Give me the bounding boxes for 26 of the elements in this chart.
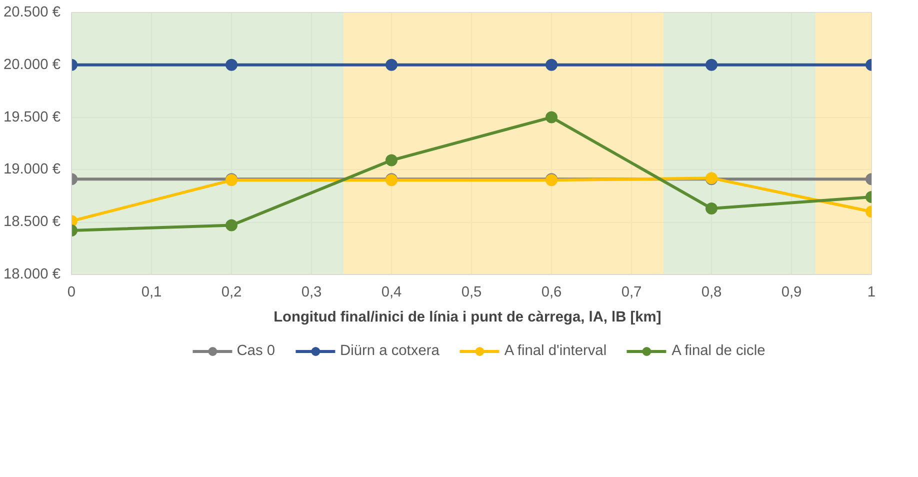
y-tick-label: 19.000 €: [3, 162, 61, 178]
x-tick-label: 0,9: [781, 284, 802, 300]
x-tick-label: 1: [867, 284, 876, 300]
x-tick-label: 0,3: [301, 284, 322, 300]
y-tick-label: 19.500 €: [3, 109, 61, 126]
x-tick-label: 0,6: [541, 284, 562, 300]
x-tick-label: 0,5: [461, 284, 482, 300]
y-tick-label: 18.000 €: [3, 266, 61, 282]
x-tick-label: 0,1: [141, 284, 162, 300]
y-tick-label: 20.000 €: [3, 56, 61, 73]
x-tick-label: 0: [67, 284, 76, 300]
point: [386, 154, 398, 166]
legend-label: A final d'interval: [504, 342, 607, 358]
x-tick-label: 0,7: [621, 284, 642, 300]
legend-label: A final de cicle: [672, 342, 766, 358]
point: [546, 58, 558, 71]
x-tick-label: 0,4: [381, 284, 402, 300]
legend-label: Diürn a cotxera: [340, 342, 440, 358]
point: [386, 58, 398, 71]
legend-label: Cas 0: [236, 342, 275, 358]
x-tick-label: 0,8: [701, 284, 722, 300]
x-axis-title: Longitud final/inici de línia i punt de càrrega, lA, lB [km]: [274, 310, 662, 326]
point: [546, 111, 558, 124]
y-tick-label: 20.500 €: [3, 4, 61, 20]
x-tick-label: 0,2: [221, 284, 242, 300]
y-tick-label: 18.500 €: [3, 214, 61, 230]
